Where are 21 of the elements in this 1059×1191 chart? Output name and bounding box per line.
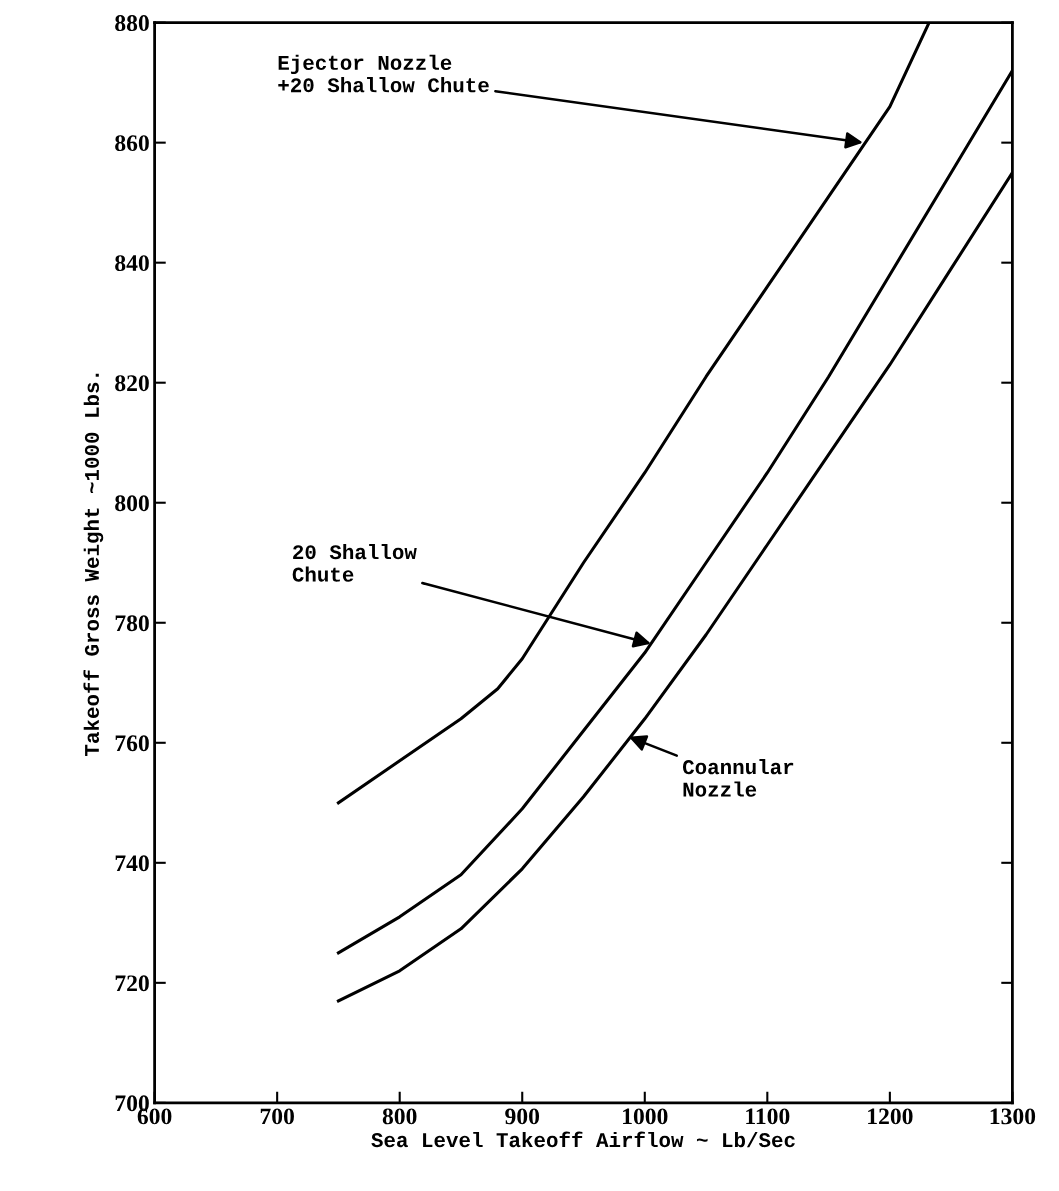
- y-tick-label: 800: [115, 495, 149, 512]
- y-tick-label: 740: [115, 855, 149, 872]
- x-tick-label: 1000: [623, 1108, 668, 1125]
- x-tick-label: 1100: [746, 1108, 790, 1125]
- y-tick-label: 780: [115, 615, 149, 632]
- x-tick-label: 700: [260, 1108, 294, 1125]
- y-tick-label: 760: [115, 735, 149, 752]
- y-tick-label: 720: [115, 975, 149, 992]
- annotation: 20 Shallow Chute: [292, 543, 417, 582]
- y-tick-label: 880: [115, 15, 149, 32]
- y-tick-label: 860: [115, 135, 149, 152]
- x-tick-label: 800: [382, 1108, 417, 1125]
- x-tick-label: 900: [505, 1108, 540, 1125]
- x-tick-label: 1200: [868, 1108, 913, 1125]
- y-tick-label: 840: [115, 255, 149, 272]
- annotation: Ejector Nozzle +20 Shallow Chute: [278, 54, 489, 93]
- y-axis-title: Takeoff Gross Weight ~1000 Lbs.: [83, 373, 104, 756]
- annotation: Coannular Nozzle: [682, 758, 794, 797]
- y-tick-label: 820: [115, 375, 149, 392]
- x-tick-label: 1300: [990, 1108, 1036, 1125]
- x-axis-title: Sea Level Takeoff Airflow ~ Lb/Sec: [371, 1131, 795, 1148]
